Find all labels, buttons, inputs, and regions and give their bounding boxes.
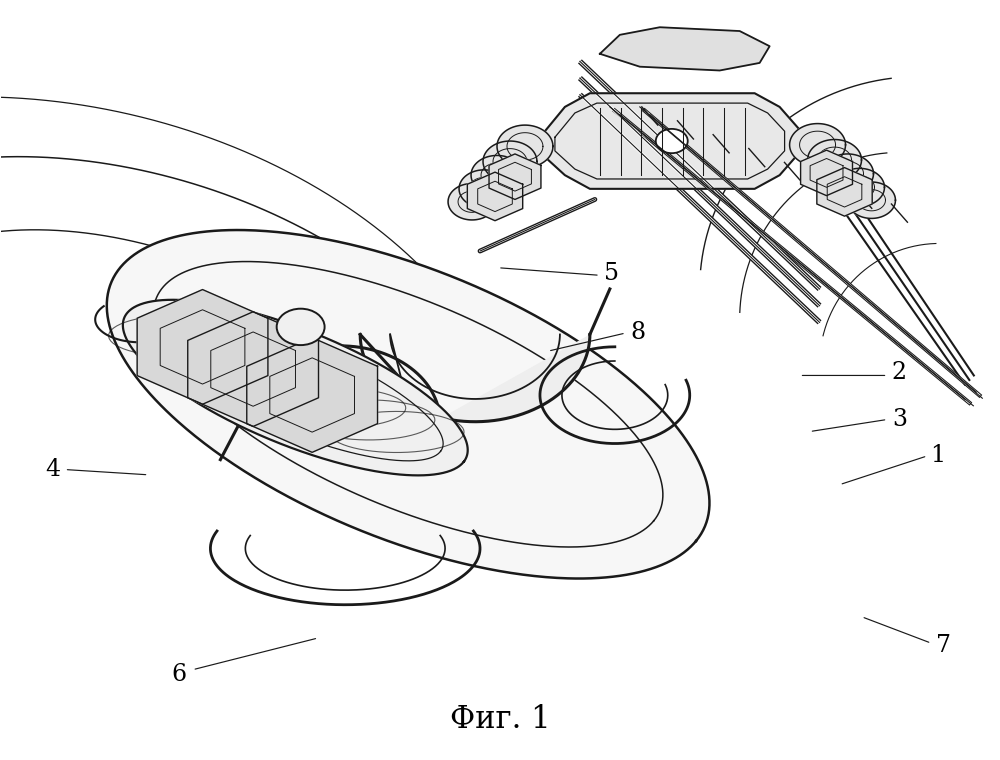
Polygon shape xyxy=(471,156,523,195)
Polygon shape xyxy=(497,125,553,168)
Text: 3: 3 xyxy=(892,408,907,431)
Polygon shape xyxy=(489,154,541,199)
Polygon shape xyxy=(137,290,268,404)
Circle shape xyxy=(656,129,688,154)
Text: 7: 7 xyxy=(936,634,951,657)
Polygon shape xyxy=(808,140,861,180)
Polygon shape xyxy=(188,312,319,426)
Polygon shape xyxy=(835,169,884,206)
Circle shape xyxy=(277,309,325,345)
Polygon shape xyxy=(467,173,523,220)
Polygon shape xyxy=(459,170,509,207)
Polygon shape xyxy=(600,27,770,71)
Text: Фиг. 1: Фиг. 1 xyxy=(450,705,550,736)
Polygon shape xyxy=(247,337,378,452)
Text: 8: 8 xyxy=(630,321,645,344)
Polygon shape xyxy=(448,183,496,220)
Polygon shape xyxy=(107,230,709,578)
Text: 1: 1 xyxy=(930,445,945,467)
Text: 2: 2 xyxy=(892,361,907,384)
Polygon shape xyxy=(483,141,537,182)
Polygon shape xyxy=(790,124,846,166)
Polygon shape xyxy=(540,93,800,188)
Polygon shape xyxy=(817,168,872,216)
Polygon shape xyxy=(822,154,873,193)
Text: 6: 6 xyxy=(171,663,186,686)
Text: 4: 4 xyxy=(45,458,60,481)
Text: 5: 5 xyxy=(604,262,619,285)
Polygon shape xyxy=(801,150,852,195)
Polygon shape xyxy=(123,299,468,476)
Polygon shape xyxy=(848,182,895,218)
